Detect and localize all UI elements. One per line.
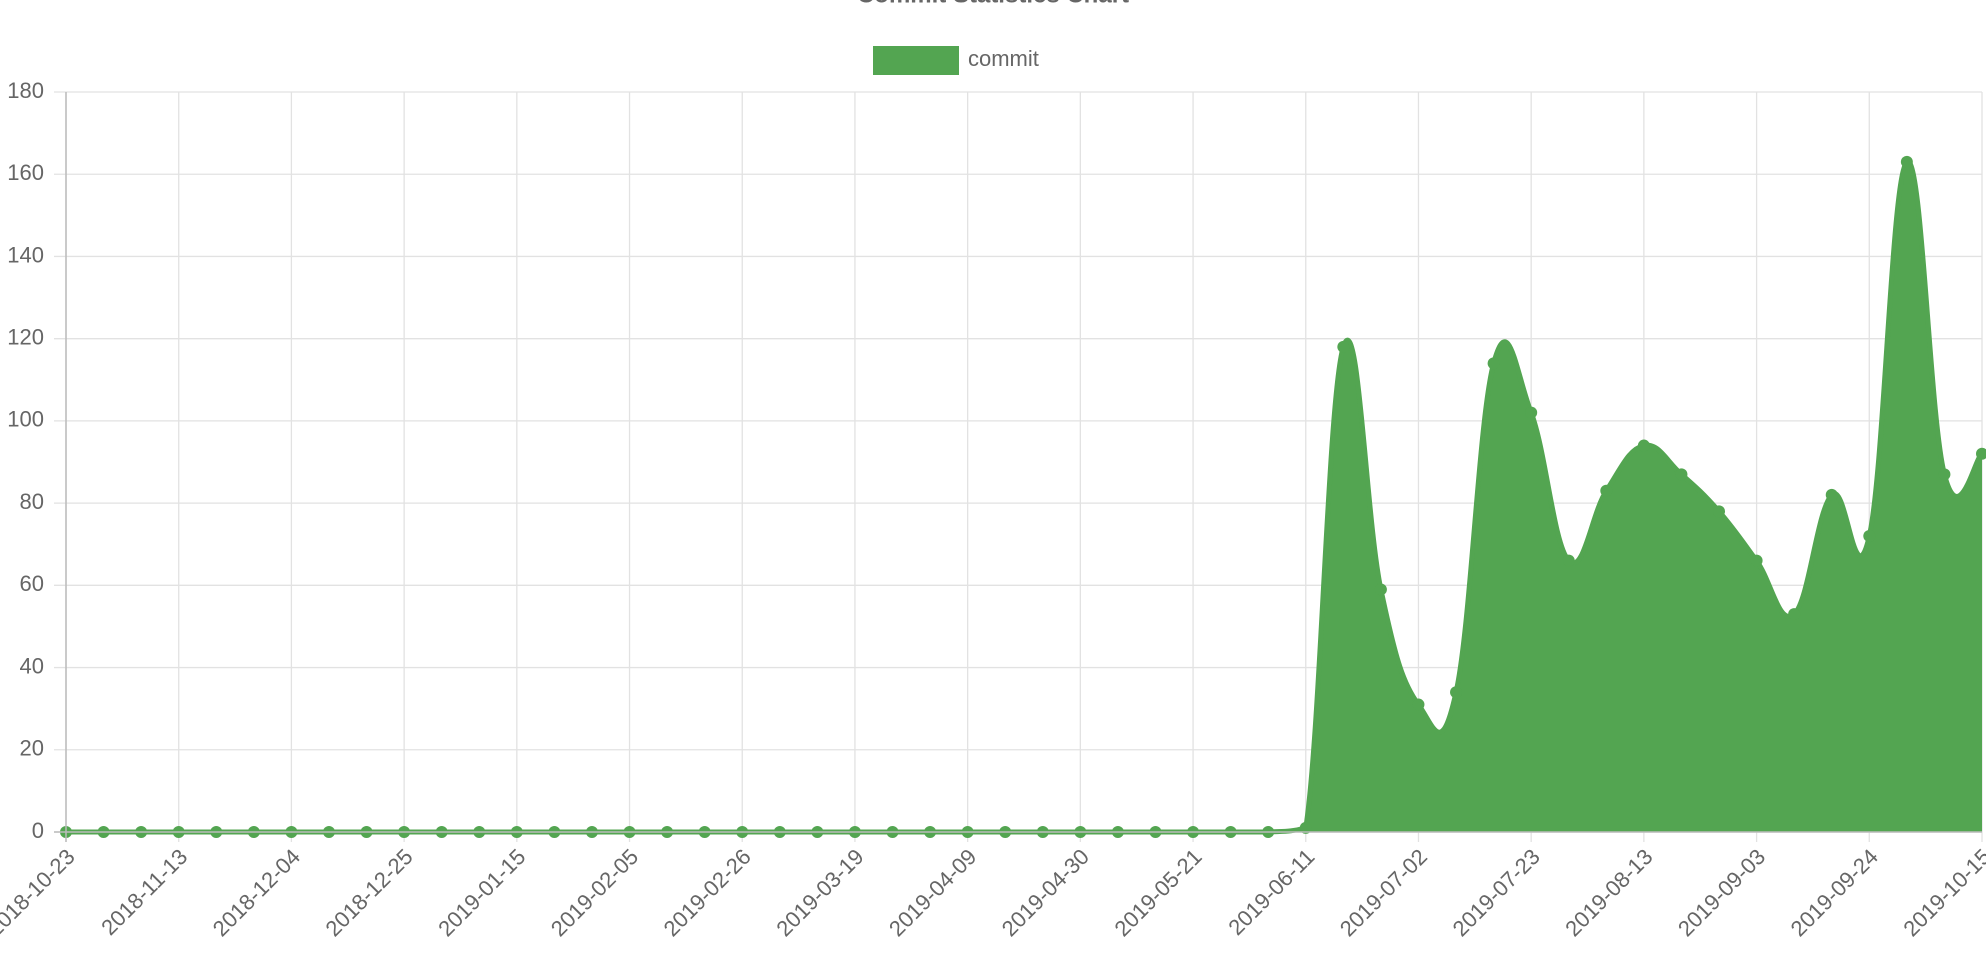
legend-swatch bbox=[873, 46, 959, 75]
x-tick-label: 2019-08-13 bbox=[1560, 844, 1657, 941]
point bbox=[1750, 554, 1763, 567]
point bbox=[1374, 583, 1387, 596]
point bbox=[1412, 698, 1425, 711]
y-tick-label: 0 bbox=[32, 818, 44, 843]
y-tick-label: 160 bbox=[7, 160, 44, 185]
x-tick-label: 2018-11-13 bbox=[96, 844, 192, 940]
x-tick-label: 2019-06-11 bbox=[1223, 844, 1319, 940]
point bbox=[1337, 340, 1350, 353]
x-tick-label: 2019-02-26 bbox=[659, 844, 756, 941]
x-tick-label: 2019-01-15 bbox=[433, 844, 530, 941]
x-tick-label: 2019-04-09 bbox=[884, 844, 981, 941]
point bbox=[1863, 530, 1876, 542]
y-tick-label: 80 bbox=[20, 489, 44, 514]
x-tick-label: 2019-03-19 bbox=[771, 844, 868, 941]
point bbox=[1600, 484, 1613, 497]
x-tick-label: 2019-09-24 bbox=[1786, 844, 1883, 941]
point bbox=[1900, 155, 1913, 168]
y-tick-label: 20 bbox=[20, 736, 44, 761]
point bbox=[1299, 821, 1312, 834]
point bbox=[1713, 505, 1726, 518]
y-tick-label: 40 bbox=[20, 653, 44, 678]
point bbox=[1675, 468, 1688, 481]
x-tick-label: 2018-12-04 bbox=[208, 844, 305, 941]
point bbox=[1938, 468, 1951, 481]
x-tick-label: 2019-07-02 bbox=[1335, 844, 1432, 941]
y-tick-label: 140 bbox=[7, 242, 44, 267]
x-tick-label: 2019-07-23 bbox=[1448, 844, 1545, 941]
point bbox=[1788, 608, 1801, 621]
area-fill bbox=[66, 161, 1982, 832]
x-tick-label: 2019-05-21 bbox=[1109, 844, 1206, 941]
chart-title: Commit Statistics Chart bbox=[857, 0, 1129, 8]
x-tick-label: 2018-10-23 bbox=[0, 844, 80, 941]
x-tick-label: 2019-02-05 bbox=[546, 844, 643, 941]
point bbox=[1562, 554, 1575, 567]
x-tick-label: 2019-09-03 bbox=[1673, 844, 1770, 941]
y-tick-label: 100 bbox=[7, 407, 44, 432]
y-tick-label: 120 bbox=[7, 324, 44, 349]
point bbox=[1450, 686, 1463, 699]
x-tick-label: 2019-04-30 bbox=[997, 844, 1094, 941]
x-tick-label: 2018-12-25 bbox=[321, 844, 418, 941]
point bbox=[1487, 357, 1500, 370]
x-tick-label: 2019-10-15 bbox=[1898, 844, 1986, 941]
point bbox=[1525, 406, 1538, 419]
point bbox=[1976, 447, 1986, 460]
point bbox=[1637, 439, 1650, 452]
legend-label[interactable]: commit bbox=[968, 46, 1039, 71]
point bbox=[1825, 488, 1838, 501]
y-tick-label: 180 bbox=[7, 78, 44, 103]
y-tick-label: 60 bbox=[20, 571, 44, 596]
